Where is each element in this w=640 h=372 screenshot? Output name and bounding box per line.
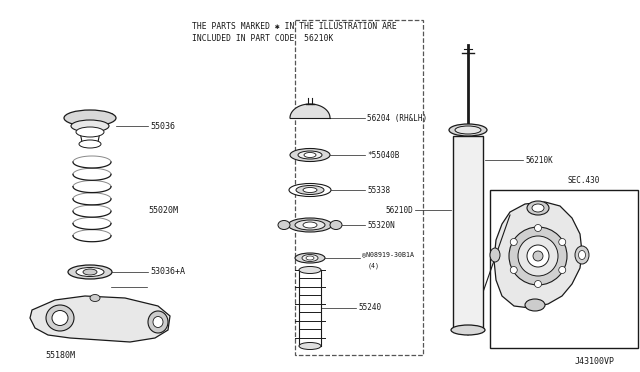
Text: 55320N: 55320N bbox=[367, 221, 395, 230]
Ellipse shape bbox=[534, 224, 541, 231]
Ellipse shape bbox=[509, 227, 567, 285]
Ellipse shape bbox=[90, 295, 100, 301]
Ellipse shape bbox=[510, 266, 517, 273]
Ellipse shape bbox=[290, 148, 330, 161]
Bar bbox=[490, 190, 638, 348]
Text: 55036: 55036 bbox=[150, 122, 175, 131]
Text: SEC.430: SEC.430 bbox=[568, 176, 600, 185]
Polygon shape bbox=[30, 296, 170, 342]
Ellipse shape bbox=[330, 221, 342, 230]
Ellipse shape bbox=[518, 236, 558, 276]
Text: THE PARTS MARKED ✱ IN THE ILLUSTRATION ARE: THE PARTS MARKED ✱ IN THE ILLUSTRATION A… bbox=[192, 22, 397, 31]
Ellipse shape bbox=[64, 110, 116, 126]
Ellipse shape bbox=[302, 254, 318, 262]
Polygon shape bbox=[290, 104, 330, 118]
Ellipse shape bbox=[76, 267, 104, 276]
Ellipse shape bbox=[153, 317, 163, 327]
Ellipse shape bbox=[303, 187, 317, 192]
Ellipse shape bbox=[79, 140, 101, 148]
Ellipse shape bbox=[449, 124, 487, 136]
Bar bbox=[295, 20, 423, 355]
Text: 56210D: 56210D bbox=[385, 205, 413, 215]
Ellipse shape bbox=[296, 186, 324, 195]
Ellipse shape bbox=[303, 222, 317, 228]
Text: 56210K: 56210K bbox=[525, 155, 553, 164]
Text: ◎N08919-30B1A: ◎N08919-30B1A bbox=[362, 251, 414, 257]
Polygon shape bbox=[494, 202, 582, 308]
Ellipse shape bbox=[527, 201, 549, 215]
Ellipse shape bbox=[52, 311, 68, 326]
Text: *55040B: *55040B bbox=[367, 151, 399, 160]
Text: 55180M: 55180M bbox=[45, 350, 75, 359]
Ellipse shape bbox=[575, 246, 589, 264]
Bar bbox=[453, 136, 483, 330]
Text: 53036+A: 53036+A bbox=[150, 267, 185, 276]
Ellipse shape bbox=[455, 126, 481, 134]
Ellipse shape bbox=[579, 250, 586, 260]
Ellipse shape bbox=[148, 311, 168, 333]
Ellipse shape bbox=[490, 248, 500, 262]
Ellipse shape bbox=[527, 245, 549, 267]
Ellipse shape bbox=[451, 325, 485, 335]
Ellipse shape bbox=[289, 183, 331, 196]
Ellipse shape bbox=[295, 253, 325, 263]
Text: 55240: 55240 bbox=[358, 304, 381, 312]
Ellipse shape bbox=[46, 305, 74, 331]
Ellipse shape bbox=[533, 251, 543, 261]
Ellipse shape bbox=[534, 280, 541, 288]
Ellipse shape bbox=[532, 204, 544, 212]
Ellipse shape bbox=[306, 256, 314, 260]
Text: 56204 (RH&LH): 56204 (RH&LH) bbox=[367, 113, 427, 122]
Ellipse shape bbox=[71, 120, 109, 132]
Ellipse shape bbox=[304, 153, 316, 157]
Ellipse shape bbox=[295, 220, 325, 230]
Text: J43100VP: J43100VP bbox=[575, 357, 615, 366]
Ellipse shape bbox=[76, 127, 104, 137]
Text: 55020M: 55020M bbox=[148, 205, 178, 215]
Ellipse shape bbox=[298, 151, 322, 159]
Ellipse shape bbox=[510, 238, 517, 246]
Ellipse shape bbox=[83, 269, 97, 275]
Text: 55338: 55338 bbox=[367, 186, 390, 195]
Text: INCLUDED IN PART CODE  56210K: INCLUDED IN PART CODE 56210K bbox=[192, 33, 333, 42]
Ellipse shape bbox=[299, 343, 321, 350]
Ellipse shape bbox=[278, 221, 290, 230]
Text: (4): (4) bbox=[368, 263, 380, 269]
Ellipse shape bbox=[299, 266, 321, 273]
Ellipse shape bbox=[525, 299, 545, 311]
Ellipse shape bbox=[288, 218, 332, 232]
Ellipse shape bbox=[559, 266, 566, 273]
Ellipse shape bbox=[559, 238, 566, 246]
Ellipse shape bbox=[68, 265, 112, 279]
